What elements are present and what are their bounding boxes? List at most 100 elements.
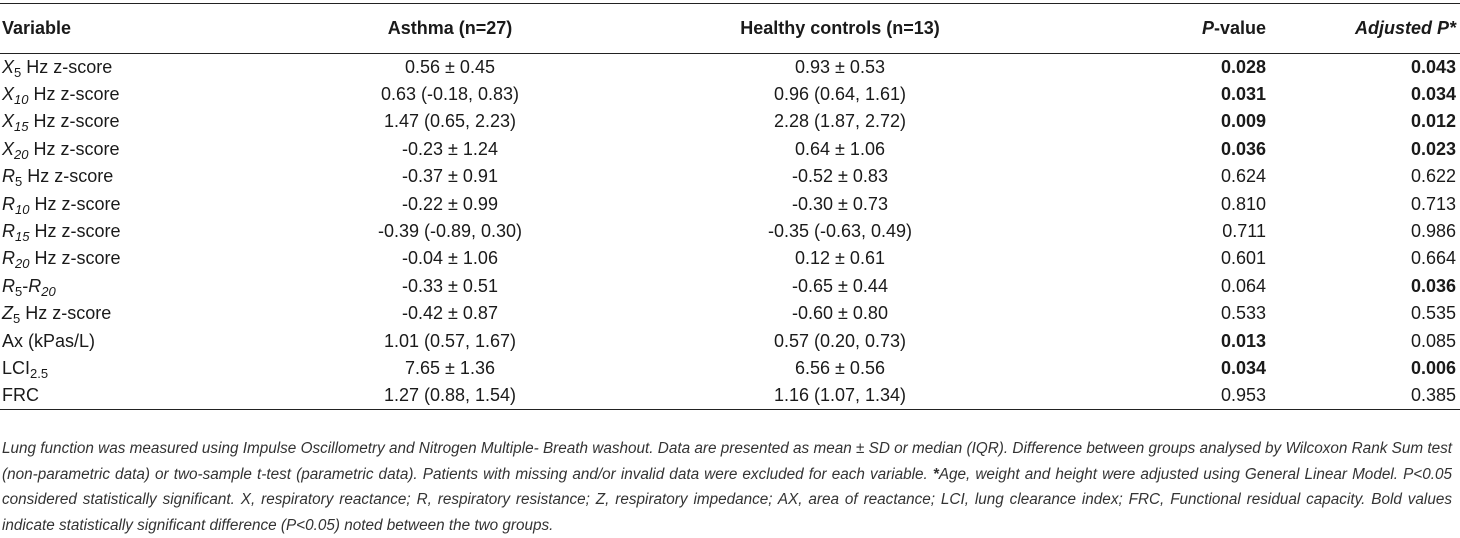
variable-subscript: 15: [14, 119, 29, 135]
p-value: 0.036: [1220, 138, 1266, 159]
p-value: 0.028: [1220, 56, 1266, 77]
variable-symbol: X: [2, 56, 15, 77]
adjusted-p-value: 0.535: [1410, 303, 1456, 324]
table-body: X5 Hz z-score 0.56 ± 0.45 0.93 ± 0.53 0.028…: [0, 54, 1460, 411]
variable-name: Ax (kPas/L): [2, 330, 96, 351]
variable-symbol: X: [2, 138, 15, 159]
healthy-value: -0.65 ± 0.44: [792, 275, 888, 296]
table-row: LCI2.5 7.65 ± 1.36 6.56 ± 0.56 0.034 0.006: [0, 355, 1460, 382]
healthy-value: -0.60 ± 0.80: [792, 303, 888, 324]
variable-subscript: 10: [14, 92, 29, 108]
asthma-value: -0.33 ± 0.51: [402, 275, 498, 296]
healthy-value: -0.52 ± 0.83: [792, 166, 888, 187]
variable-subscript: 15: [15, 229, 30, 245]
variable-cell: R15 Hz z-score: [0, 218, 290, 245]
healthy-value: 0.93 ± 0.53: [795, 56, 885, 77]
variable-subscript: 20: [15, 256, 30, 272]
variable-symbol-2: R: [28, 275, 42, 296]
p-value: 0.533: [1220, 303, 1266, 324]
table-row: Z5 Hz z-score -0.42 ± 0.87 -0.60 ± 0.80 0.5…: [0, 300, 1460, 327]
table-row: R5 Hz z-score -0.37 ± 0.91 -0.52 ± 0.83 0.6…: [0, 163, 1460, 190]
adjusted-p-value: 0.036: [1410, 275, 1456, 296]
asthma-value: 0.63 (-0.18, 0.83): [380, 84, 520, 105]
p-value: 0.064: [1220, 275, 1266, 296]
variable-symbol: R: [2, 275, 15, 296]
variable-cell: R5-R20: [0, 273, 290, 300]
header-variable: Variable: [0, 3, 290, 54]
adjusted-p-value: 0.023: [1410, 138, 1456, 159]
footnote-lead: Lung function was measured using Impulse…: [2, 440, 1452, 483]
header-adjusted-p: Adjusted P*: [1270, 3, 1460, 54]
variable-subscript-2: 20: [41, 283, 56, 299]
table-row: X10 Hz z-score 0.63 (-0.18, 0.83) 0.96 (0.…: [0, 81, 1460, 108]
adjusted-p-value: 0.034: [1410, 84, 1456, 105]
adjusted-p-value: 0.006: [1410, 357, 1456, 378]
header-p-value: P-value: [1070, 3, 1270, 54]
adjusted-p-value: 0.622: [1410, 166, 1456, 187]
asthma-value: 0.56 ± 0.45: [405, 56, 495, 77]
footnote-rest: Age, weight and height were adjusted usi…: [2, 465, 1452, 534]
p-value: 0.953: [1070, 382, 1270, 411]
header-asthma: Asthma (n=27): [290, 3, 610, 54]
table-row: R20 Hz z-score -0.04 ± 1.06 0.12 ± 0.61 0.6…: [0, 245, 1460, 272]
asthma-value: 7.65 ± 1.36: [405, 357, 495, 378]
adjusted-p-value: 0.385: [1270, 382, 1460, 411]
variable-cell: Ax (kPas/L): [0, 327, 290, 354]
variable-subscript: 5: [13, 311, 21, 327]
asthma-value: -0.42 ± 0.87: [402, 303, 498, 324]
variable-cell: R10 Hz z-score: [0, 190, 290, 217]
table-footnote: Lung function was measured using Impulse…: [2, 436, 1452, 538]
variable-symbol: X: [2, 84, 15, 105]
healthy-value: 0.12 ± 0.61: [795, 248, 885, 269]
variable-symbol: R: [2, 248, 15, 269]
variable-name: LCI: [2, 357, 31, 378]
variable-cell: Z5 Hz z-score: [0, 300, 290, 327]
healthy-value: 0.96 (0.64, 1.61): [773, 84, 907, 105]
variable-suffix: Hz z-score: [22, 166, 114, 187]
variable-name: FRC: [2, 385, 39, 406]
adjusted-p-value: 0.012: [1410, 111, 1456, 132]
variable-cell: R20 Hz z-score: [0, 245, 290, 272]
p-value: 0.711: [1222, 221, 1266, 242]
variable-subscript: 10: [15, 201, 30, 217]
asthma-value: -0.04 ± 1.06: [402, 248, 498, 269]
table-row: R10 Hz z-score -0.22 ± 0.99 -0.30 ± 0.73 0.…: [0, 190, 1460, 217]
asthma-value: -0.22 ± 0.99: [402, 193, 498, 214]
variable-cell: FRC: [0, 382, 290, 411]
variable-cell: R5 Hz z-score: [0, 163, 290, 190]
adjusted-p-value: 0.085: [1410, 330, 1456, 351]
variable-symbol: X: [2, 111, 15, 132]
footnote-star: *: [932, 465, 939, 483]
variable-cell: LCI2.5: [0, 355, 290, 382]
header-p-letter: P: [1201, 18, 1214, 38]
variable-suffix: Hz z-score: [29, 248, 121, 269]
variable-suffix: Hz z-score: [29, 193, 121, 214]
healthy-value: -0.35 (-0.63, 0.49): [767, 221, 913, 242]
variable-symbol: R: [2, 221, 15, 242]
table-row: FRC 1.27 (0.88, 1.54) 1.16 (1.07, 1.34) 0.9…: [0, 382, 1460, 411]
lung-function-table: Variable Asthma (n=27) Healthy controls …: [0, 3, 1460, 411]
p-value: 0.031: [1220, 84, 1266, 105]
asthma-value: 1.01 (0.57, 1.67): [383, 330, 517, 351]
variable-suffix: Hz z-score: [20, 303, 112, 324]
variable-subscript: 5: [15, 174, 23, 190]
variable-suffix: Hz z-score: [28, 138, 120, 159]
table-row: R5-R20 -0.33 ± 0.51 -0.65 ± 0.44 0.064 0.036: [0, 273, 1460, 300]
header-p-suffix: -value: [1213, 18, 1266, 38]
variable-cell: X15 Hz z-score: [0, 108, 290, 135]
asthma-value: 1.47 (0.65, 2.23): [383, 111, 517, 132]
table-row: R15 Hz z-score -0.39 (-0.89, 0.30) -0.35 (…: [0, 218, 1460, 245]
healthy-value: 1.16 (1.07, 1.34): [610, 382, 1070, 411]
adjusted-p-value: 0.986: [1410, 221, 1456, 242]
p-value: 0.013: [1220, 330, 1266, 351]
p-value: 0.624: [1220, 166, 1266, 187]
p-value: 0.009: [1220, 111, 1266, 132]
healthy-value: -0.30 ± 0.73: [792, 193, 888, 214]
variable-suffix: -: [22, 275, 29, 296]
variable-symbol: R: [2, 193, 15, 214]
p-value: 0.601: [1220, 248, 1266, 269]
variable-symbol: Z: [2, 303, 13, 324]
variable-cell: X10 Hz z-score: [0, 81, 290, 108]
table-row: X5 Hz z-score 0.56 ± 0.45 0.93 ± 0.53 0.028…: [0, 54, 1460, 81]
variable-subscript: 2.5: [30, 365, 49, 381]
